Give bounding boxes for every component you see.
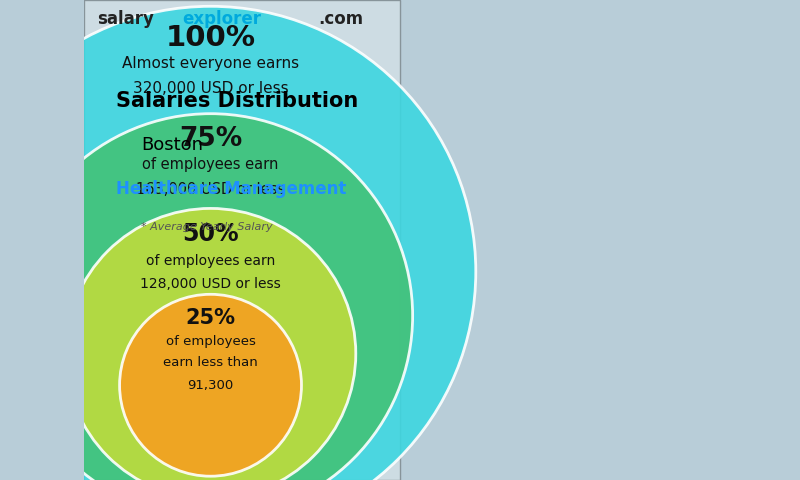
Text: 128,000 USD or less: 128,000 USD or less [140,277,281,291]
Text: of employees earn: of employees earn [146,254,275,268]
Text: 163,000 USD or less: 163,000 USD or less [136,182,285,197]
Text: .com: .com [318,10,363,28]
Text: * Average Yearly Salary: * Average Yearly Salary [141,222,273,232]
Text: 75%: 75% [179,126,242,152]
Circle shape [119,294,302,476]
Text: Salaries Distribution: Salaries Distribution [116,91,358,111]
Text: of employees: of employees [166,335,255,348]
Text: earn less than: earn less than [163,356,258,369]
Text: Almost everyone earns: Almost everyone earns [122,56,299,71]
Circle shape [9,114,413,480]
Text: 50%: 50% [182,222,239,246]
Text: 100%: 100% [166,24,255,52]
Circle shape [66,208,356,480]
Text: 25%: 25% [186,308,235,328]
Circle shape [0,6,476,480]
Text: Healthcare Management: Healthcare Management [116,180,346,198]
Text: 91,300: 91,300 [187,379,234,392]
Text: explorer: explorer [182,10,262,28]
Text: of employees earn: of employees earn [142,156,278,172]
Text: 320,000 USD or less: 320,000 USD or less [133,81,288,96]
Text: salary: salary [97,10,154,28]
FancyBboxPatch shape [84,0,400,480]
Text: Boston: Boston [141,136,203,154]
